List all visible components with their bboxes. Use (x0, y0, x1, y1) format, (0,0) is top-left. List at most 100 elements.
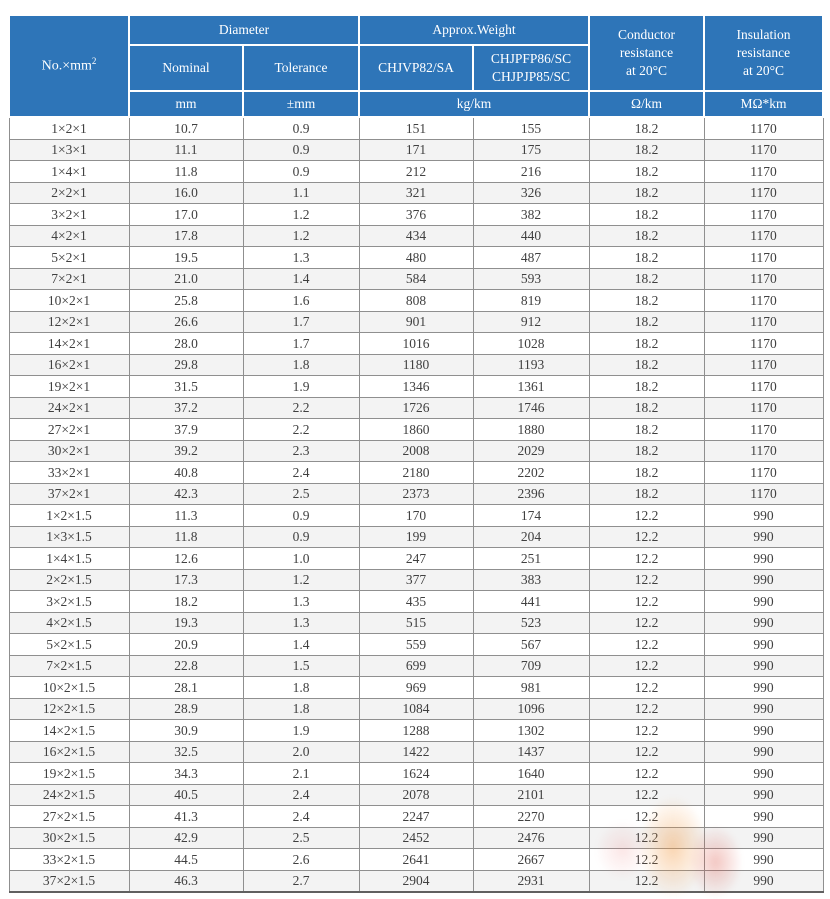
cell: 12.6 (128, 547, 244, 570)
cell: 18.2 (588, 203, 705, 226)
cell: 2.4 (242, 805, 360, 828)
cell: 2180 (358, 461, 474, 484)
table-row: 1×4×1.5 12.6 1.0 247 251 12.2 990 (8, 547, 824, 570)
cell: 1.8 (242, 697, 360, 720)
table-row: 10×2×1 25.8 1.6 808 819 18.2 1170 (8, 289, 824, 312)
unit-mm: mm (128, 90, 244, 118)
cell: 28.1 (128, 676, 244, 699)
cell: 12.2 (588, 525, 705, 548)
cell: 2078 (358, 783, 474, 806)
table-row: 4×2×1 17.8 1.2 434 440 18.2 1170 (8, 224, 824, 247)
cell: 12×2×1.5 (8, 697, 130, 720)
cell: 1170 (703, 332, 824, 355)
cell: 1.4 (242, 633, 360, 656)
cell: 14×2×1 (8, 332, 130, 355)
cell: 18.2 (588, 482, 705, 505)
cell: 699 (358, 654, 474, 677)
cell: 2.4 (242, 461, 360, 484)
cell: 12.2 (588, 762, 705, 785)
cell: 26.6 (128, 310, 244, 333)
cell: 2.7 (242, 869, 360, 893)
cell: 247 (358, 547, 474, 570)
cell: 567 (472, 633, 590, 656)
cell: 24×2×1.5 (8, 783, 130, 806)
cell: 151 (358, 116, 474, 140)
cell: 1170 (703, 116, 824, 140)
cell: 37×2×1.5 (8, 869, 130, 893)
cell: 16×2×1.5 (8, 740, 130, 763)
cell: 12.2 (588, 697, 705, 720)
cell: 1170 (703, 396, 824, 419)
cell: 17.8 (128, 224, 244, 247)
cell: 326 (472, 181, 590, 204)
table-row: 14×2×1 28.0 1.7 1016 1028 18.2 1170 (8, 332, 824, 355)
cell: 2.5 (242, 482, 360, 505)
cell: 3×2×1.5 (8, 590, 130, 613)
cell: 0.9 (242, 504, 360, 527)
cell: 1170 (703, 203, 824, 226)
cell: 29.8 (128, 353, 244, 376)
cell: 12.2 (588, 719, 705, 742)
table-row: 33×2×1.5 44.5 2.6 2641 2667 12.2 990 (8, 848, 824, 871)
cell: 440 (472, 224, 590, 247)
cell: 16.0 (128, 181, 244, 204)
cell: 37.9 (128, 418, 244, 441)
cell: 19×2×1.5 (8, 762, 130, 785)
cell: 382 (472, 203, 590, 226)
cell: 18.2 (588, 353, 705, 376)
cell: 1361 (472, 375, 590, 398)
cell: 435 (358, 590, 474, 613)
cell: 990 (703, 869, 824, 893)
table-row: 1×2×1 10.7 0.9 151 155 18.2 1170 (8, 116, 824, 140)
cell: 1.2 (242, 224, 360, 247)
cell: 12×2×1 (8, 310, 130, 333)
table-row: 16×2×1.5 32.5 2.0 1422 1437 12.2 990 (8, 740, 824, 763)
cell: 1860 (358, 418, 474, 441)
cell: 1.9 (242, 375, 360, 398)
cell: 1×3×1.5 (8, 525, 130, 548)
unit-tolerance: ±mm (241, 90, 361, 118)
cell: 1170 (703, 418, 824, 441)
cell: 1084 (358, 697, 474, 720)
table-row: 4×2×1.5 19.3 1.3 515 523 12.2 990 (8, 611, 824, 634)
cell: 40.8 (128, 461, 244, 484)
cell: 175 (472, 138, 590, 161)
cell: 2931 (472, 869, 590, 893)
cell: 1170 (703, 224, 824, 247)
cell: 1016 (358, 332, 474, 355)
cell: 1170 (703, 353, 824, 376)
cell: 12.2 (588, 869, 705, 893)
cell: 19.5 (128, 246, 244, 269)
cell: 990 (703, 611, 824, 634)
cell: 584 (358, 267, 474, 290)
table-row: 14×2×1.5 30.9 1.9 1288 1302 12.2 990 (8, 719, 824, 742)
cell: 11.8 (128, 160, 244, 183)
cell: 39.2 (128, 439, 244, 462)
cell: 990 (703, 826, 824, 849)
cell: 37.2 (128, 396, 244, 419)
cell: 376 (358, 203, 474, 226)
cell: 990 (703, 740, 824, 763)
cell: 7×2×1.5 (8, 654, 130, 677)
cell: 2452 (358, 826, 474, 849)
cell: 10.7 (128, 116, 244, 140)
cell: 12.2 (588, 568, 705, 591)
cell: 19.3 (128, 611, 244, 634)
cell: 18.2 (128, 590, 244, 613)
cell: 155 (472, 116, 590, 140)
table-row: 12×2×1.5 28.9 1.8 1084 1096 12.2 990 (8, 697, 824, 720)
cell: 0.9 (242, 525, 360, 548)
cell: 1880 (472, 418, 590, 441)
table-row: 3×2×1.5 18.2 1.3 435 441 12.2 990 (8, 590, 824, 613)
cell: 31.5 (128, 375, 244, 398)
cell: 18.2 (588, 116, 705, 140)
unit-insulation-resistance: MΩ*km (703, 90, 825, 118)
cell: 251 (472, 547, 590, 570)
cell: 2.2 (242, 396, 360, 419)
cell: 204 (472, 525, 590, 548)
cell: 3×2×1 (8, 203, 130, 226)
cell: 18.2 (588, 138, 705, 161)
cell: 18.2 (588, 439, 705, 462)
header-row-subcolumns: Nominal Tolerance CHJVP82/SA CHJPFP86/SC… (9, 44, 823, 92)
cell: 1170 (703, 461, 824, 484)
